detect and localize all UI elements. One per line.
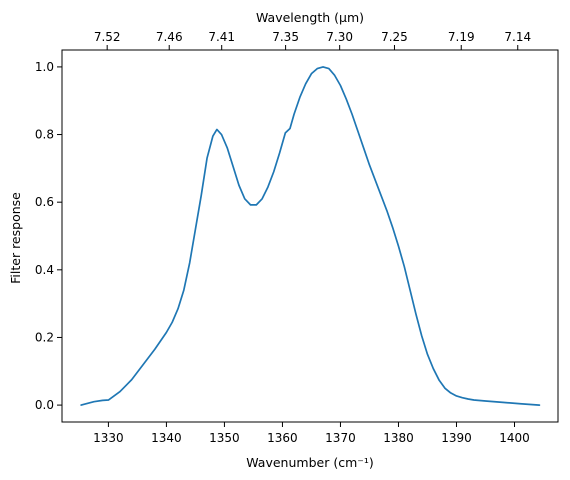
x-tick-label: 1360: [267, 431, 298, 445]
top-tick-label: 7.41: [208, 30, 235, 44]
plot-border: [61, 49, 559, 423]
x-tick-label: 1400: [499, 431, 530, 445]
x-tick-label: 1340: [151, 431, 182, 445]
y-axis-label: Filter response: [8, 192, 23, 284]
top-tick-label: 7.52: [94, 30, 121, 44]
y-tick-label: 0.0: [35, 398, 54, 412]
top-axis-label: Wavelength (μm): [256, 10, 364, 25]
y-axis: 0.0 0.2 0.4 0.6 0.8 1.0: [35, 60, 62, 412]
x-tick-label: 1370: [325, 431, 356, 445]
top-axis: 7.52 7.46 7.41 7.35 7.30 7.25 7.19 7.14: [94, 30, 531, 50]
top-tick-label: 7.35: [272, 30, 299, 44]
top-tick-label: 7.19: [448, 30, 475, 44]
x-axis: 1330 1340 1350 1360 1370 1380 1390 1400: [93, 422, 530, 445]
series-line: [80, 66, 541, 406]
x-axis-label: Wavenumber (cm⁻¹): [246, 455, 373, 470]
y-tick-label: 0.6: [35, 195, 54, 209]
x-tick-label: 1380: [383, 431, 414, 445]
top-tick-label: 7.14: [504, 30, 531, 44]
top-tick-label: 7.30: [326, 30, 353, 44]
x-tick-label: 1390: [441, 431, 472, 445]
y-tick-label: 0.2: [35, 330, 54, 344]
y-tick-label: 0.8: [35, 128, 54, 142]
x-tick-label: 1350: [209, 431, 240, 445]
x-tick-label: 1330: [93, 431, 124, 445]
top-tick-label: 7.46: [156, 30, 183, 44]
y-tick-label: 1.0: [35, 60, 54, 74]
y-tick-label: 0.4: [35, 263, 54, 277]
plot-frame: [61, 49, 559, 423]
top-tick-label: 7.25: [381, 30, 408, 44]
